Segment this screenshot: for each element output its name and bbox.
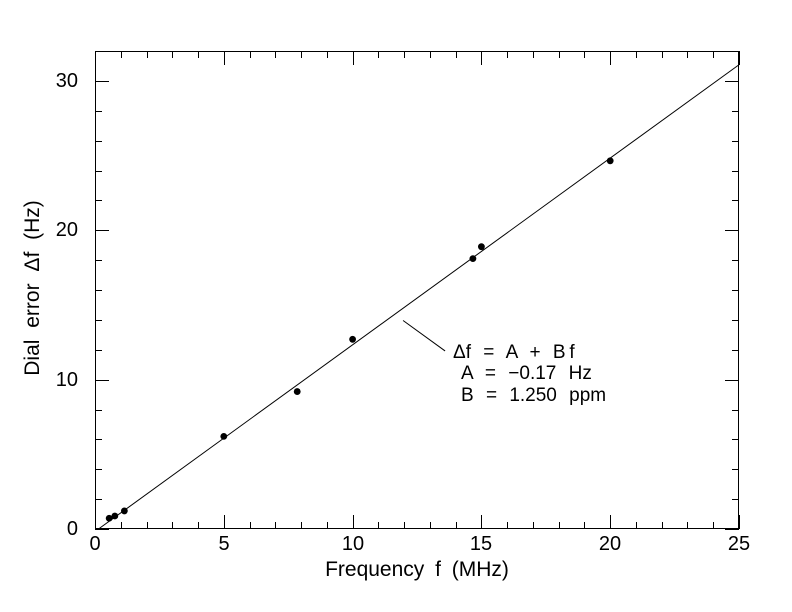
annotation-leader-line: [402, 320, 446, 352]
fit-annotation-equation: Δf = A + B f: [453, 342, 575, 363]
fit-annotation-intercept: A = −0.17 Hz: [461, 363, 592, 384]
data-point: [606, 157, 614, 165]
data-point: [111, 512, 119, 520]
data-point: [220, 432, 228, 440]
y-axis-title: Dial error Δf (Hz): [21, 200, 44, 376]
data-point: [105, 514, 113, 522]
data-point: [478, 243, 485, 251]
data-point: [120, 507, 128, 515]
x-axis-title: Frequency f (MHz): [325, 558, 509, 581]
data-point: [349, 335, 356, 343]
fit-annotation-slope: B = 1.250 ppm: [461, 385, 607, 406]
data-point: [469, 255, 477, 263]
fit-line: [98, 64, 740, 530]
data-point: [293, 388, 301, 395]
plot-frame: [95, 51, 739, 529]
